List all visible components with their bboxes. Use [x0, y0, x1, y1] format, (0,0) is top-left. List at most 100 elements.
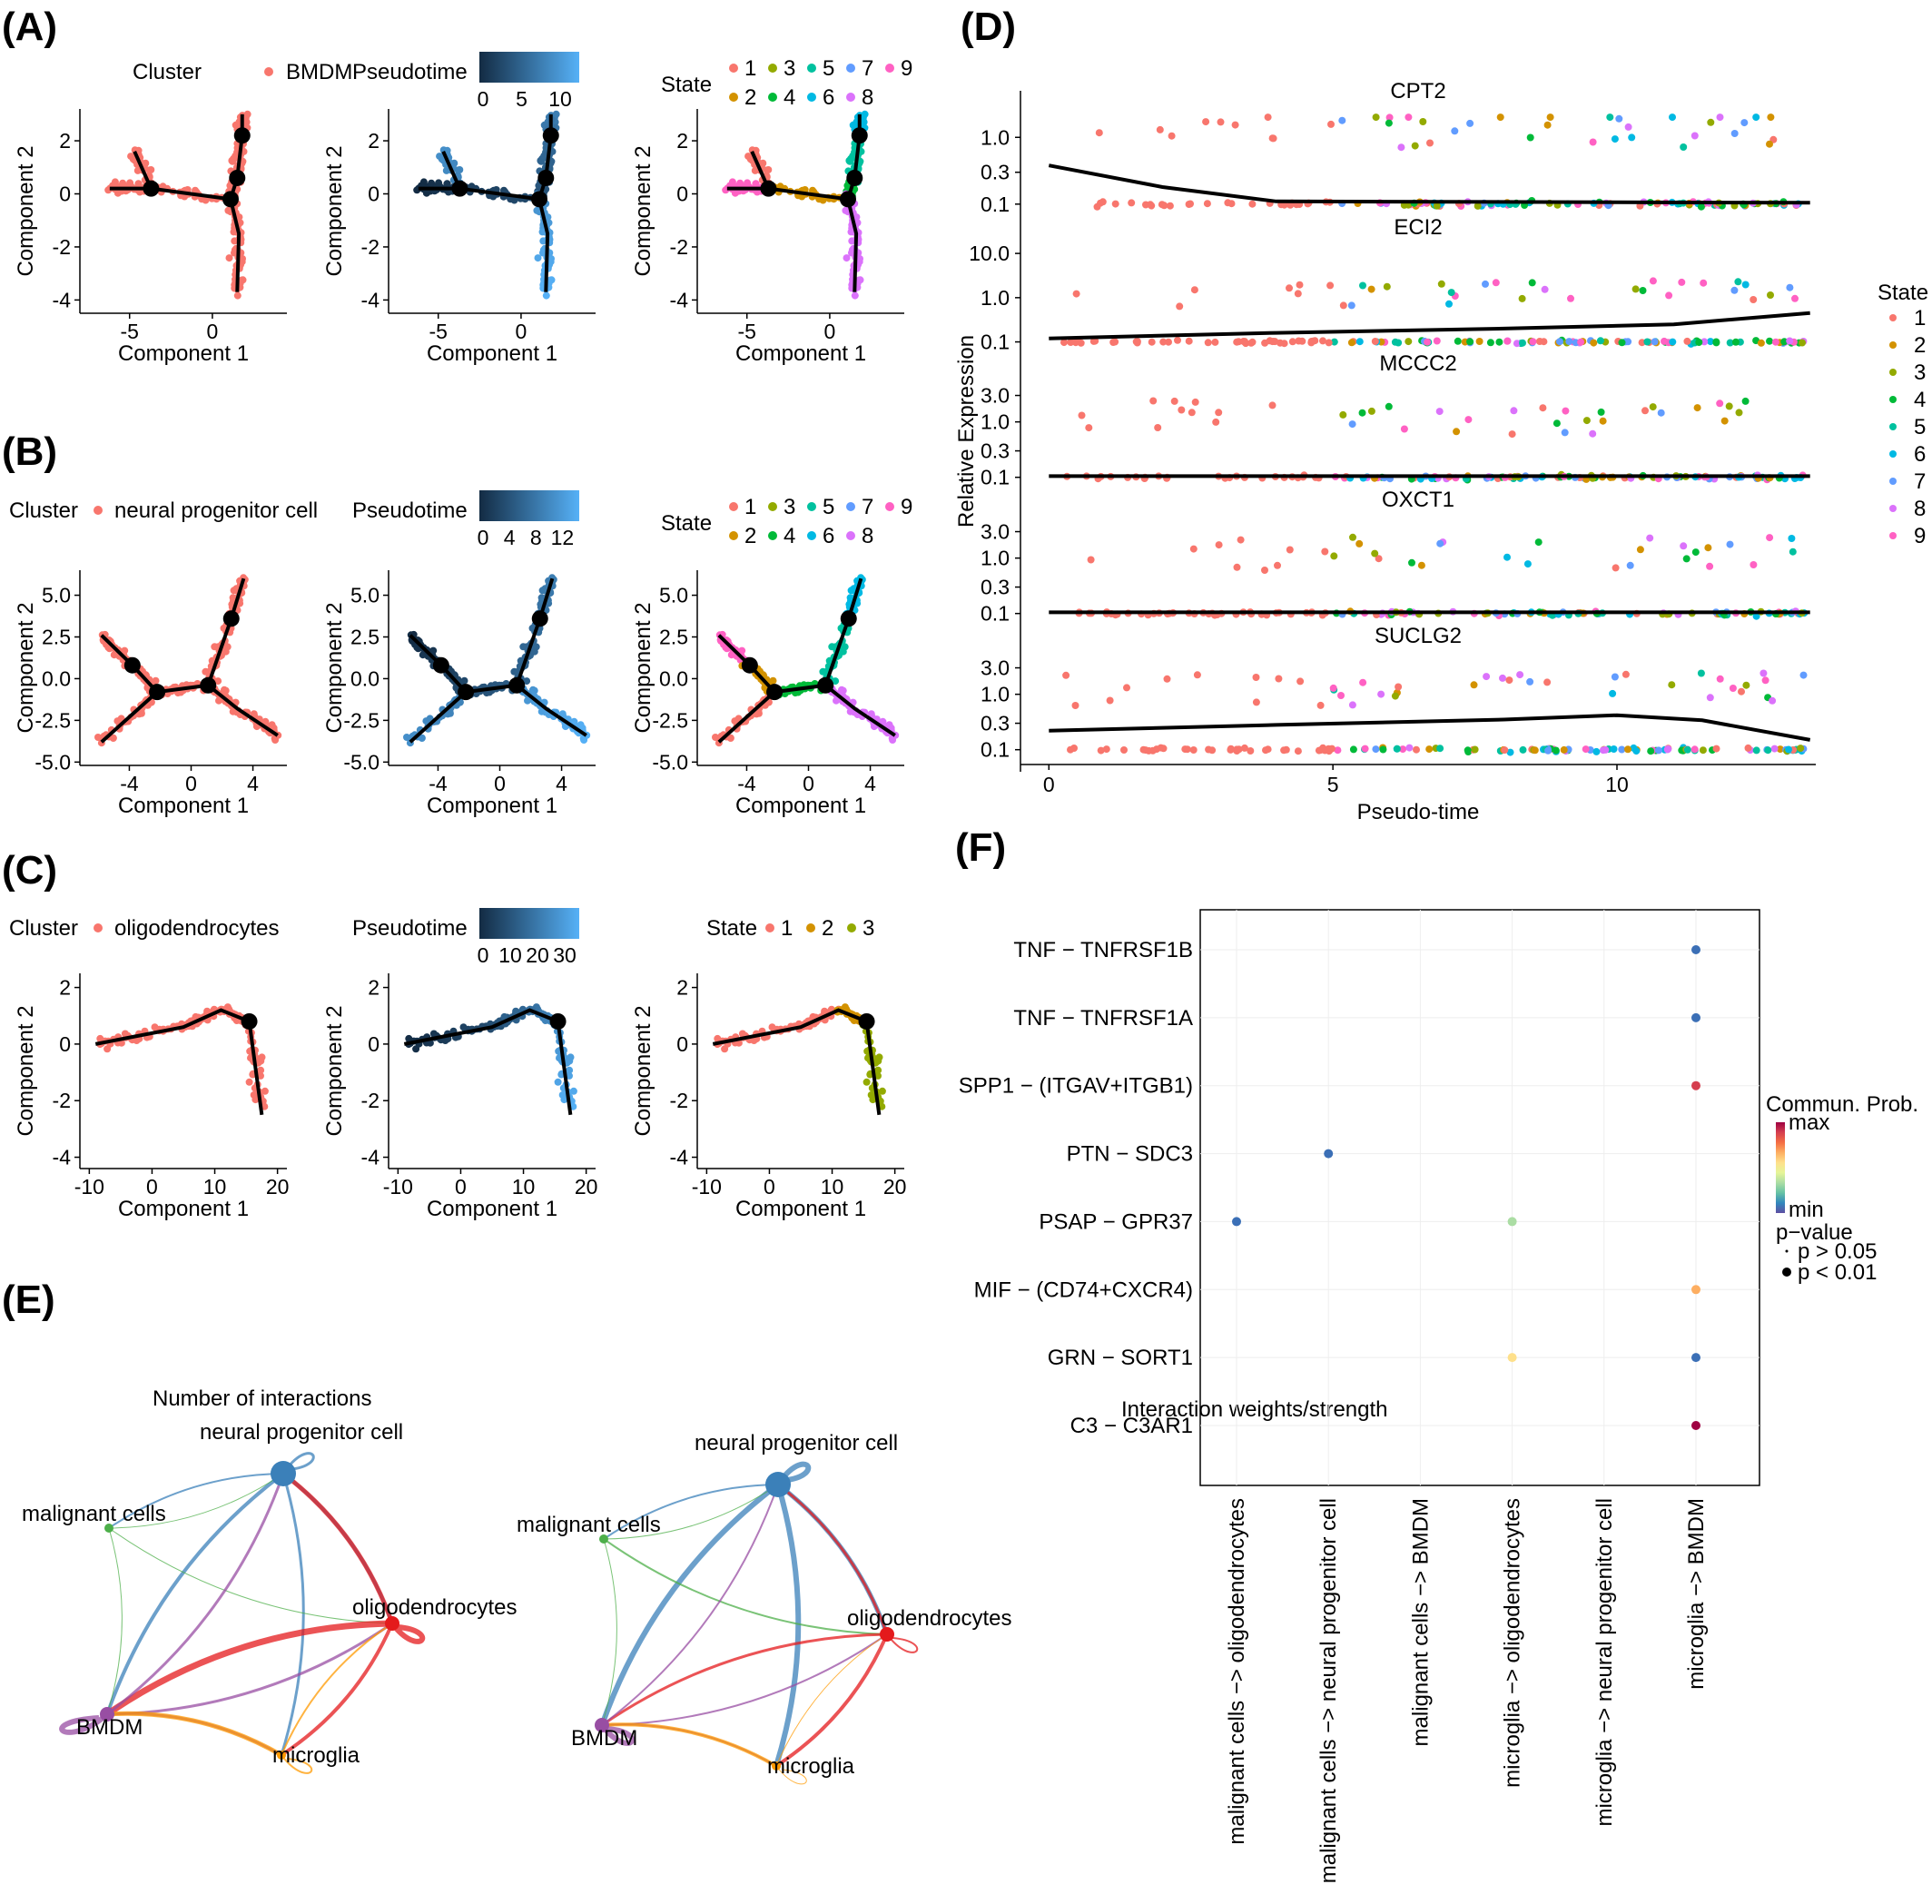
trajectory-branch: [229, 198, 242, 292]
interaction-edge: [105, 1620, 393, 1717]
legend-key-state-3: [1889, 369, 1897, 376]
expression-point: [1149, 397, 1158, 405]
expression-point: [1680, 542, 1688, 550]
cell-point: [862, 1078, 871, 1086]
legend-title: Commun. Prob.: [1766, 1092, 1918, 1117]
network-node: [765, 1472, 791, 1497]
y-tick-label: 0: [59, 1032, 71, 1056]
x-category-label: microglia −> BMDM: [1684, 1498, 1709, 1690]
expression-point: [1680, 143, 1688, 151]
colorbar-tick: 10: [498, 943, 522, 967]
expression-point: [1435, 408, 1444, 416]
expression-point: [1294, 290, 1302, 298]
colorbar-tick: 10: [548, 87, 572, 111]
expression-point: [1202, 118, 1210, 126]
trajectory-backbone: [409, 577, 555, 695]
x-axis-label: Component 1: [427, 794, 557, 818]
expression-point: [1626, 561, 1634, 569]
legend-key-state-2: [1889, 341, 1897, 349]
legend-key-state-4: [768, 531, 777, 540]
interaction-edge: [603, 1538, 888, 1635]
y-tick-label: 5.0: [350, 584, 380, 607]
trajectory-backbone: [100, 577, 246, 695]
cell-point: [542, 291, 550, 300]
cell-point: [540, 152, 548, 160]
expression-point: [1475, 338, 1484, 345]
gene-title: MCCC2: [1379, 351, 1456, 376]
legend-title: Cluster: [133, 60, 202, 84]
expression-point: [1208, 746, 1217, 755]
cell-point: [203, 1007, 212, 1015]
expression-point: [1534, 538, 1543, 547]
expression-point: [1482, 280, 1489, 288]
trend-line: [1049, 311, 1810, 340]
self-loop-edge: [886, 1633, 919, 1653]
expression-point: [1731, 338, 1740, 346]
expression-point: [1425, 745, 1434, 754]
communication-dot: [1691, 1353, 1700, 1363]
interaction-edge: [601, 1722, 777, 1768]
legend-key-state-6: [807, 93, 816, 102]
expression-point: [1766, 140, 1773, 148]
network-node: [100, 1707, 114, 1721]
cell-point: [843, 254, 851, 262]
expression-point: [1744, 744, 1752, 752]
colorbar-tick: 20: [526, 943, 549, 967]
expression-point: [1288, 338, 1296, 346]
interaction-edge: [774, 1484, 802, 1767]
network-title: Interaction weights/strength: [1121, 1397, 1388, 1422]
expression-point: [1697, 202, 1705, 211]
expression-point: [1552, 746, 1560, 755]
expression-point: [1767, 291, 1774, 299]
cell-point: [215, 696, 222, 705]
y-tick-label: -4: [361, 288, 380, 311]
cell-point: [214, 677, 222, 686]
expression-point: [1453, 428, 1461, 436]
x-axis-label: Component 1: [735, 794, 866, 818]
y-tick-label: 3.0: [981, 520, 1010, 544]
expression-point: [1599, 417, 1607, 425]
expression-point: [1359, 678, 1367, 686]
branch-node: [200, 676, 217, 694]
expression-point: [1411, 142, 1419, 150]
y-tick-label: 0: [676, 183, 688, 206]
node-label: malignant cells: [22, 1502, 166, 1526]
expression-point: [1437, 280, 1445, 288]
expression-point: [1707, 338, 1714, 346]
x-tick-label: 0: [803, 772, 814, 795]
expression-point: [1157, 744, 1165, 752]
interaction-edge: [775, 1633, 888, 1767]
expression-point: [1725, 402, 1733, 410]
gene-title: ECI2: [1394, 215, 1442, 240]
cell-point: [119, 179, 127, 187]
interaction-edge: [603, 1484, 779, 1540]
expression-point: [1577, 338, 1585, 346]
cell-point: [567, 1053, 575, 1061]
x-tick-label: -5: [429, 320, 447, 343]
legend-title: State: [1878, 281, 1928, 305]
cell-point: [764, 166, 773, 173]
gene-expression-panel-d: CPT21.00.30.1ECI210.01.00.1MCCC23.01.00.…: [954, 79, 1928, 824]
x-tick-label: 0: [1043, 773, 1055, 796]
expression-point: [1268, 401, 1276, 409]
expression-point: [1654, 746, 1662, 755]
y-tick-label: 0.1: [981, 330, 1010, 354]
expression-point: [1174, 336, 1181, 344]
network-node: [772, 1761, 781, 1771]
cell-point: [517, 656, 525, 665]
expression-point: [1683, 745, 1691, 754]
y-tick-label: 3.0: [981, 656, 1010, 680]
y-tick-label: -2: [670, 1089, 688, 1112]
expression-point: [1355, 539, 1364, 548]
plot-frame: [1199, 909, 1760, 1486]
y-category-label: MIF − (CD74+CXCR4): [974, 1278, 1193, 1302]
cell-point: [754, 709, 763, 717]
expression-point: [1780, 338, 1789, 346]
expression-point: [1615, 114, 1623, 123]
expression-point: [1181, 745, 1189, 754]
expression-point: [1227, 745, 1235, 754]
expression-point: [1712, 339, 1720, 347]
expression-point: [1316, 746, 1325, 755]
interaction-edge: [106, 1622, 393, 1716]
branch-node: [222, 191, 239, 208]
